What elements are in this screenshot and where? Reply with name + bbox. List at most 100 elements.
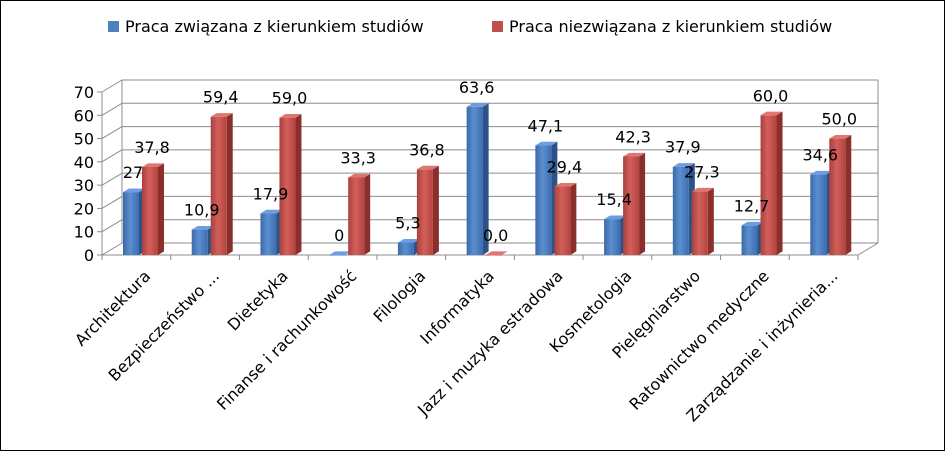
data-label: 0,0 xyxy=(483,226,508,245)
bar xyxy=(623,156,640,255)
data-labels: 27 37,8 10,9 59,4 17,9 59,0 0 33,3 5,3 36,8 63,6 0,… xyxy=(123,78,857,245)
axes: 010203040506070ArchitekturaBezpieczeństw… xyxy=(71,83,859,425)
bar-top xyxy=(760,111,783,116)
bar xyxy=(691,191,708,255)
legend-swatch xyxy=(108,21,119,32)
data-label: 12,7 xyxy=(734,196,770,215)
bar-top xyxy=(348,173,371,178)
y-tick-label: 60 xyxy=(74,106,94,125)
x-tick-label: Jazz i muzyka estradowa xyxy=(413,266,566,419)
bar-top xyxy=(466,103,489,107)
data-label: 27 xyxy=(123,163,143,182)
gridline-depth xyxy=(101,102,123,116)
x-tick-label: Dietetyka xyxy=(224,266,292,334)
data-label: 17,9 xyxy=(253,184,289,203)
bar xyxy=(741,225,758,255)
y-tick-label: 70 xyxy=(74,83,94,102)
bar-top xyxy=(123,188,145,193)
bar-side xyxy=(158,163,164,255)
data-label: 36,8 xyxy=(409,140,445,159)
floor-edge xyxy=(857,242,879,256)
bar-side xyxy=(482,103,489,255)
bar-top xyxy=(279,114,302,118)
data-label: 59,4 xyxy=(203,88,239,107)
y-tick-label: 0 xyxy=(84,246,94,265)
bar-top xyxy=(810,170,833,175)
bar-top xyxy=(672,163,695,167)
bar xyxy=(466,106,483,255)
bar-top xyxy=(397,239,420,243)
bar-top xyxy=(210,113,233,117)
bar xyxy=(348,177,365,255)
gridline-depth xyxy=(101,242,123,256)
data-label: 37,8 xyxy=(134,138,170,157)
bar xyxy=(535,145,552,255)
y-tick-label: 40 xyxy=(74,153,94,172)
bar-side xyxy=(776,111,783,255)
bar-side xyxy=(295,114,302,255)
bar xyxy=(672,166,689,255)
y-tick-label: 30 xyxy=(74,176,94,195)
gridline-depth xyxy=(101,172,123,186)
data-label: 29,4 xyxy=(547,158,583,177)
bar-top xyxy=(604,215,627,220)
bar xyxy=(397,242,414,255)
bar-side xyxy=(226,113,233,255)
bar-top xyxy=(623,152,646,157)
bar xyxy=(760,115,777,256)
bar-top xyxy=(554,182,577,187)
bar-side xyxy=(432,165,439,255)
bars xyxy=(123,103,852,256)
bar-side xyxy=(707,187,714,255)
bar xyxy=(604,219,621,255)
data-label: 15,4 xyxy=(596,190,632,209)
bar xyxy=(416,169,433,255)
data-label: 34,6 xyxy=(802,145,838,164)
data-label: 60,0 xyxy=(753,86,789,105)
data-label: 63,6 xyxy=(459,78,495,97)
data-label: 10,9 xyxy=(184,201,220,220)
x-tick-label: Finanse i rachunkowość xyxy=(213,266,360,413)
bar-top xyxy=(260,209,283,214)
legend: Praca związana z kierunkiem studiów Praca… xyxy=(108,17,832,36)
bar xyxy=(123,192,139,255)
bar-top xyxy=(416,165,439,170)
x-tick-label: Ratownictwo medyczne xyxy=(625,266,772,413)
bar xyxy=(279,117,296,255)
bar-top xyxy=(691,187,714,192)
data-label: 42,3 xyxy=(615,128,651,147)
bar-top xyxy=(485,251,508,255)
y-tick-label: 50 xyxy=(74,130,94,149)
data-label: 59,0 xyxy=(272,89,308,108)
bar-side xyxy=(364,173,371,255)
bar-side xyxy=(570,182,577,255)
data-label: 5,3 xyxy=(395,214,420,233)
bar xyxy=(485,255,502,256)
bar xyxy=(191,229,208,255)
bar xyxy=(210,116,227,255)
data-label: 50,0 xyxy=(821,110,857,129)
bar-side xyxy=(639,152,646,255)
bar xyxy=(829,138,846,255)
x-tick-label: Filologia xyxy=(370,266,430,326)
bar xyxy=(142,166,158,255)
bar-top xyxy=(741,221,764,226)
bar xyxy=(329,255,346,256)
bar xyxy=(260,213,277,255)
bar-top xyxy=(191,226,214,230)
y-tick-label: 10 xyxy=(74,223,94,242)
y-tick-label: 20 xyxy=(74,199,94,218)
data-label: 47,1 xyxy=(528,116,564,135)
gridline-depth xyxy=(101,79,123,93)
bar xyxy=(554,186,571,255)
bar-top xyxy=(329,251,352,255)
legend-label: Praca związana z kierunkiem studiów xyxy=(125,17,424,36)
data-label: 37,9 xyxy=(665,138,701,157)
bar xyxy=(810,174,827,255)
gridline-depth xyxy=(101,149,123,163)
gridline-depth xyxy=(101,219,123,233)
bar-top xyxy=(142,163,164,167)
bar-side xyxy=(845,134,852,255)
